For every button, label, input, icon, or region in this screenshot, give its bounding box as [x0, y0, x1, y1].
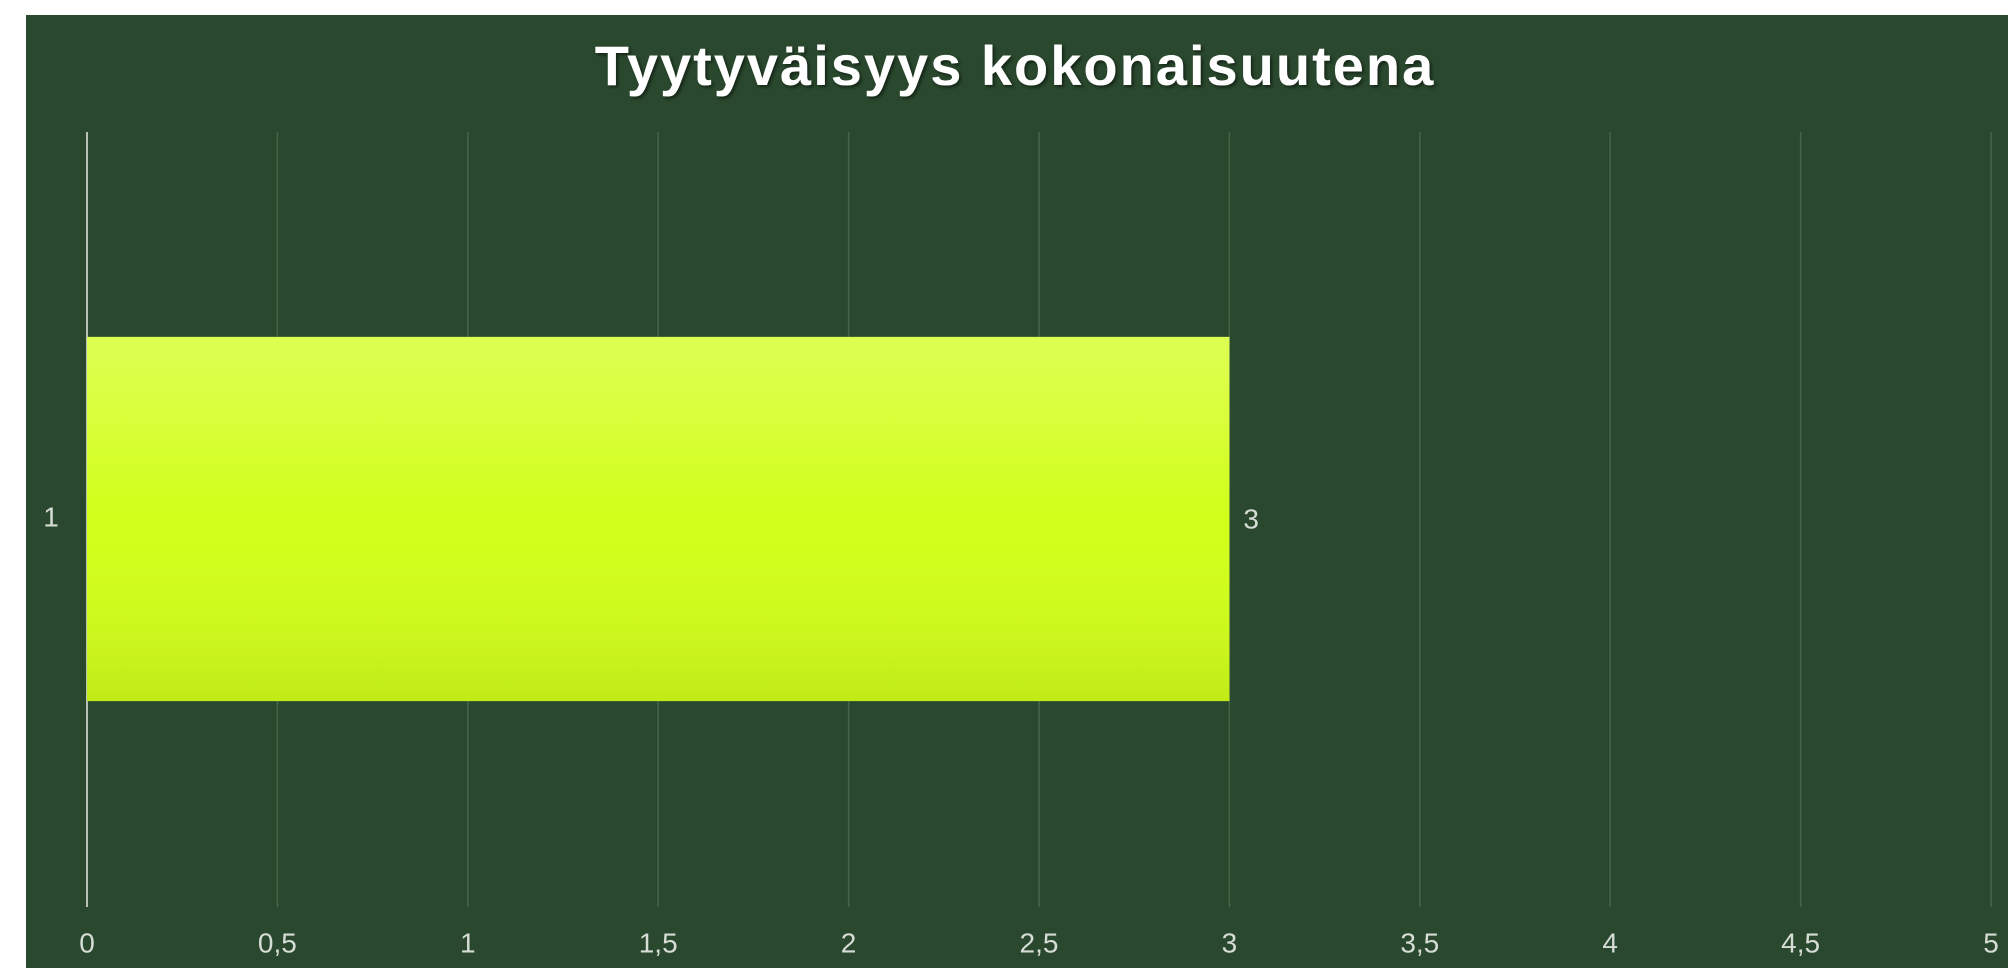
x-tick-label: 2 — [841, 927, 857, 958]
x-tick-label: 1,5 — [639, 927, 678, 958]
x-tick-label: 4 — [1602, 927, 1618, 958]
x-tick-label: 1 — [460, 927, 476, 958]
chart-title: Tyytyväisyys kokonaisuutena — [595, 34, 1435, 97]
bar-shine — [87, 336, 1230, 702]
x-tick-label: 3 — [1222, 927, 1238, 958]
x-tick-label: 4,5 — [1781, 927, 1820, 958]
value-label: 3 — [1243, 503, 1259, 534]
x-tick-label: 2,5 — [1020, 927, 1059, 958]
x-tick-label: 3,5 — [1400, 927, 1439, 958]
x-tick-label: 0,5 — [258, 927, 297, 958]
x-tick-label: 5 — [1983, 927, 1999, 958]
x-tick-label: 0 — [79, 927, 95, 958]
y-tick-label: 1 — [43, 501, 59, 532]
